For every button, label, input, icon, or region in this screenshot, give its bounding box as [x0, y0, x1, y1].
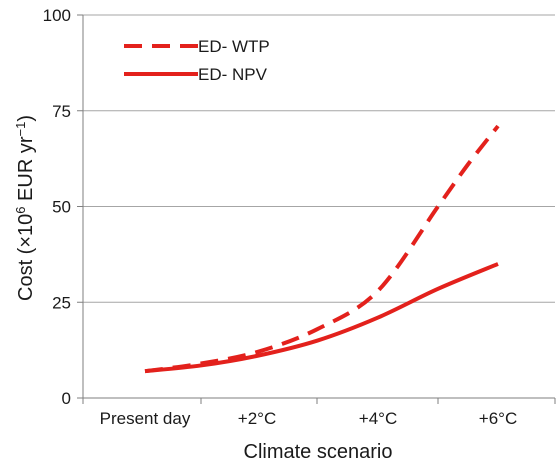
y-axis-title-exponent-1: 6	[13, 207, 28, 214]
y-tick-label-75: 75	[52, 102, 71, 121]
series-lines	[144, 124, 500, 374]
series-line-ed-npv	[144, 262, 499, 374]
x-tick-label-4: +6°C	[479, 409, 517, 428]
legend-label-ed-npv: ED- NPV	[198, 65, 268, 84]
y-axis-title: Cost (×106 EUR yr−1)	[13, 115, 38, 301]
x-tick-label-3: +4°C	[359, 409, 397, 428]
y-tick-label-50: 50	[52, 198, 71, 217]
y-axis-title-exponent-2: −1	[13, 122, 28, 137]
y-tick-label-100: 100	[43, 6, 71, 25]
axes: 0 25 50 75 100 Present day +2°C +4°C +6°C	[43, 6, 556, 428]
x-tick-label-1: Present day	[100, 409, 191, 428]
series-line-ed-wtp	[144, 124, 500, 374]
grid-lines	[83, 14, 555, 303]
y-axis-title-suffix: )	[15, 115, 37, 122]
y-tick-label-0: 0	[62, 389, 71, 408]
y-tick-label-25: 25	[52, 293, 71, 312]
y-axis-title-prefix: Cost (×10	[15, 214, 37, 301]
legend: ED- WTP ED- NPV	[124, 37, 270, 84]
x-tick-label-2: +2°C	[238, 409, 276, 428]
legend-label-ed-wtp: ED- WTP	[198, 37, 270, 56]
y-axis-title-middle: EUR yr	[15, 136, 37, 206]
x-axis-title: Climate scenario	[244, 441, 393, 463]
